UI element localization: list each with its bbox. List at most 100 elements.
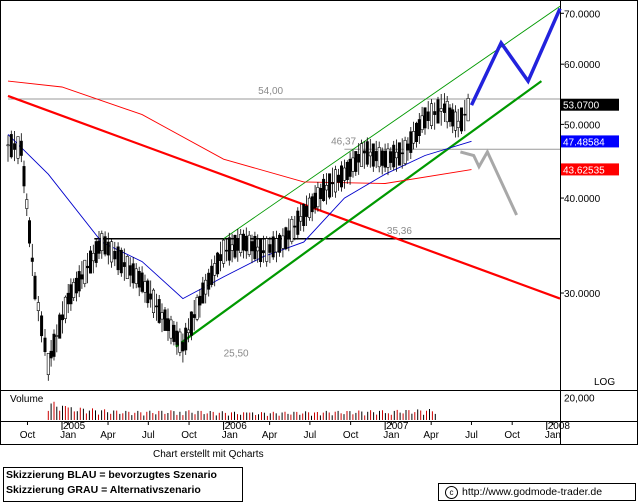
volume-plot: Volume 20,000 (10, 394, 595, 420)
month-label: Oct (504, 430, 520, 441)
price-candle (25, 199, 29, 209)
price-candle (414, 122, 418, 142)
month-label: Apr (423, 430, 439, 441)
price-candle (204, 279, 208, 295)
price-tick-label: 40.0000 (564, 194, 601, 205)
price-candle (83, 259, 87, 285)
month-label: Jan (545, 430, 561, 441)
price-candle (412, 131, 416, 144)
price-candle (374, 151, 378, 162)
year-label: 2008 (548, 421, 571, 432)
price-candle (157, 299, 161, 323)
price-candle (392, 144, 396, 168)
price-candle (210, 265, 214, 285)
price-candle (178, 331, 182, 353)
month-label: Jan (222, 430, 238, 441)
price-candle (380, 150, 384, 166)
scenario-legend: Skizzierung BLAU = bevorzugtes Szenario … (3, 467, 243, 502)
level-annotation: 46,37 (331, 136, 356, 147)
price-candle (368, 151, 372, 157)
price-series (6, 93, 472, 381)
price-candle (213, 263, 217, 276)
price-candle (80, 274, 84, 280)
month-label: Oct (343, 430, 359, 441)
month-label: Jan (383, 430, 399, 441)
price-candle (106, 241, 110, 256)
price-candle (319, 188, 323, 200)
price-candle (201, 282, 205, 304)
price-candle (386, 148, 390, 168)
price-candle (22, 166, 26, 187)
chart-frame (0, 0, 638, 445)
price-candle (113, 251, 117, 260)
price-tick-label: 70.0000 (564, 9, 601, 20)
price-candle (125, 255, 129, 279)
month-label: Jul (465, 430, 478, 441)
price-candle (16, 136, 20, 159)
price-candle (86, 265, 90, 269)
price-candle (207, 272, 211, 290)
level-annotation: 35,36 (387, 226, 412, 237)
red-moving-average (7, 80, 472, 184)
price-candle (119, 249, 123, 274)
price-candle (169, 319, 173, 339)
price-candle (149, 293, 153, 300)
price-candle (316, 187, 320, 208)
price-candle (36, 302, 40, 311)
price-candle (271, 236, 275, 258)
price-candle (328, 173, 332, 198)
price-candle (192, 314, 196, 318)
price-candle (451, 109, 455, 127)
price-candle (420, 115, 424, 131)
price-candle (146, 280, 150, 304)
price-candle (66, 292, 70, 305)
price-candle (30, 257, 34, 262)
price-candle (163, 309, 167, 331)
price-candle (143, 281, 147, 293)
price-candle (19, 140, 23, 156)
blue-scenario-path (469, 7, 562, 106)
price-candle (116, 246, 120, 271)
price-flag-label: 53.0700 (563, 101, 600, 112)
price-candle (463, 113, 467, 116)
price-candle (397, 142, 401, 166)
price-candle (97, 240, 101, 254)
price-candle (224, 249, 228, 252)
price-candle (445, 101, 449, 123)
price-candle (293, 225, 297, 228)
level-annotation: 54,00 (258, 86, 283, 97)
price-candle (342, 167, 346, 181)
website-box[interactable]: c http://www.godmode-trader.de (438, 483, 636, 501)
blue-moving-average (7, 134, 472, 300)
price-candle (296, 210, 300, 235)
price-candle (94, 241, 98, 263)
price-candle (339, 165, 343, 188)
green-channel-line (223, 5, 561, 240)
price-candle (33, 275, 37, 300)
price-candle (227, 237, 231, 261)
price-candle (456, 120, 460, 128)
price-candle (134, 268, 138, 284)
website-url[interactable]: http://www.godmode-trader.de (462, 486, 603, 498)
price-candle (46, 352, 50, 375)
price-candle (359, 143, 363, 167)
price-candle (154, 305, 158, 308)
price-candle (348, 158, 352, 177)
green-support-line (175, 80, 543, 348)
price-flag (561, 98, 619, 111)
price-candle (307, 197, 311, 218)
price-candle (442, 103, 446, 113)
price-candle (287, 230, 291, 239)
price-flag-label: 47.48584 (563, 137, 605, 148)
outer-frame (0, 0, 638, 445)
price-candle (43, 337, 47, 352)
price-candle (74, 277, 78, 294)
price-candle (198, 295, 202, 306)
price-candle (403, 140, 407, 164)
price-flag (561, 163, 619, 176)
price-candle (278, 234, 282, 253)
price-candle (55, 335, 59, 337)
copyright-icon: c (445, 485, 458, 499)
price-candle (313, 192, 317, 209)
